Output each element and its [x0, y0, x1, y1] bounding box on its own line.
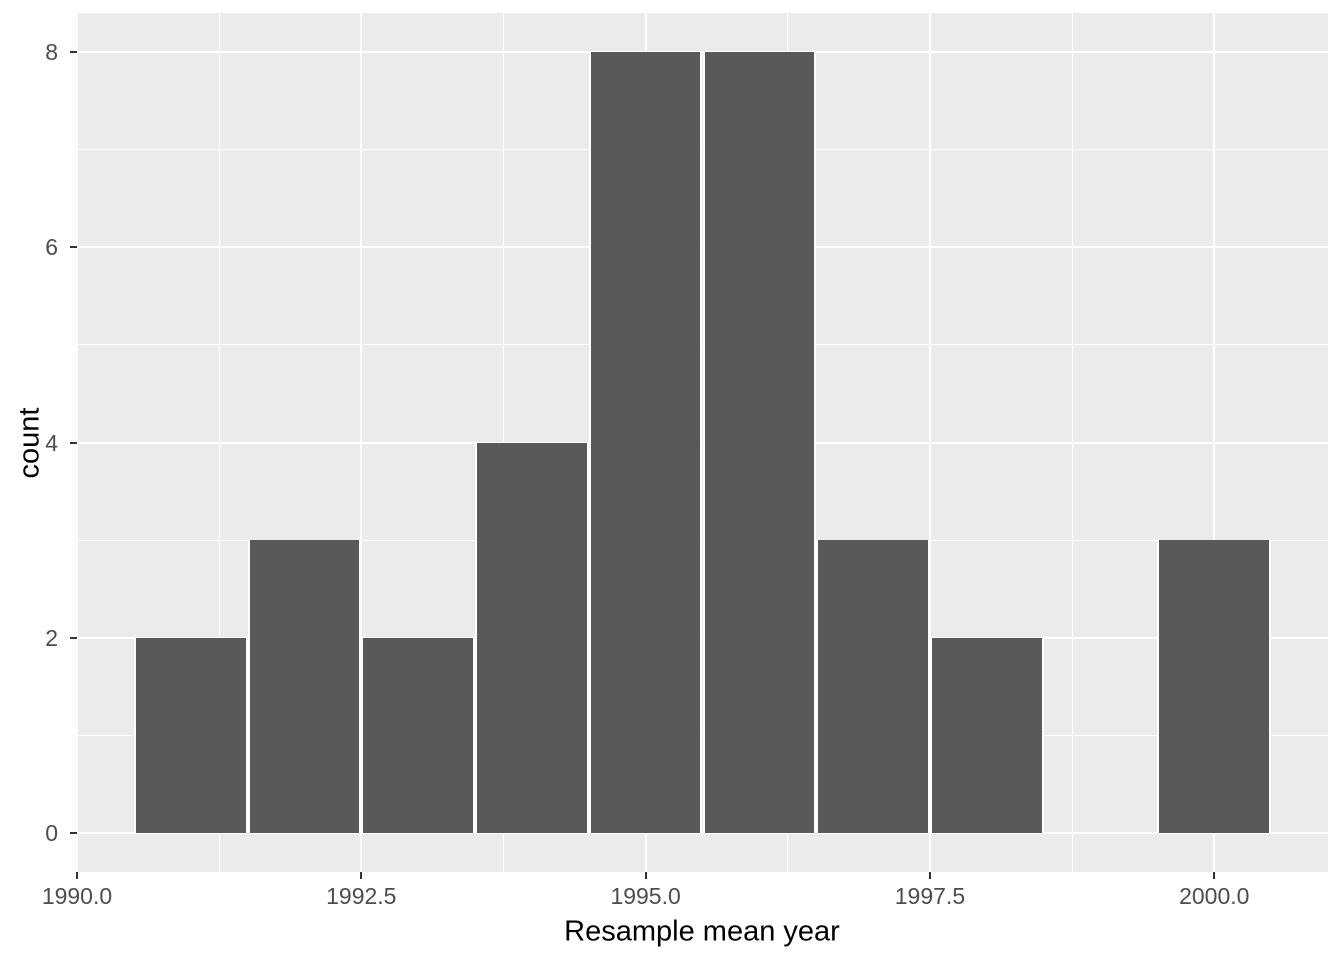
histogram-bar [702, 52, 817, 833]
y-tick-mark [70, 51, 77, 54]
histogram-bar [361, 637, 476, 833]
histogram-bar [247, 540, 362, 833]
x-tick-mark [644, 872, 647, 879]
gridline-major-x [360, 13, 363, 872]
histogram-bar [588, 52, 703, 833]
y-tick-label: 6 [45, 234, 58, 261]
x-tick-label: 1997.5 [894, 883, 966, 909]
histogram-bar [1157, 540, 1272, 833]
x-axis-title: Resample mean year [564, 915, 840, 948]
gridline-major-x [928, 13, 931, 872]
y-tick-mark [70, 246, 77, 249]
histogram-bar [929, 637, 1044, 833]
y-tick-mark [70, 831, 77, 834]
y-tick-label: 0 [45, 819, 58, 846]
x-tick-label: 1990.0 [41, 883, 113, 909]
histogram-bar [475, 442, 589, 833]
x-tick-mark [76, 872, 78, 879]
x-tick-mark [928, 872, 931, 879]
x-tick-label: 1992.5 [326, 883, 397, 909]
y-tick-label: 8 [45, 39, 58, 66]
x-tick-label: 1995.0 [610, 883, 681, 909]
plot-panel [77, 13, 1328, 872]
y-tick-mark [70, 441, 77, 444]
x-tick-mark [1213, 872, 1216, 879]
x-tick-mark [360, 872, 363, 879]
y-tick-mark [70, 636, 77, 639]
histogram-bar [133, 637, 248, 833]
gridline-major-x [77, 13, 78, 872]
histogram-bar [816, 540, 930, 833]
y-tick-label: 2 [45, 624, 58, 651]
gridline-major-y [77, 831, 1328, 834]
gridline-major-x [1213, 13, 1216, 872]
x-tick-label: 2000.0 [1179, 883, 1250, 909]
y-tick-label: 4 [45, 429, 58, 456]
